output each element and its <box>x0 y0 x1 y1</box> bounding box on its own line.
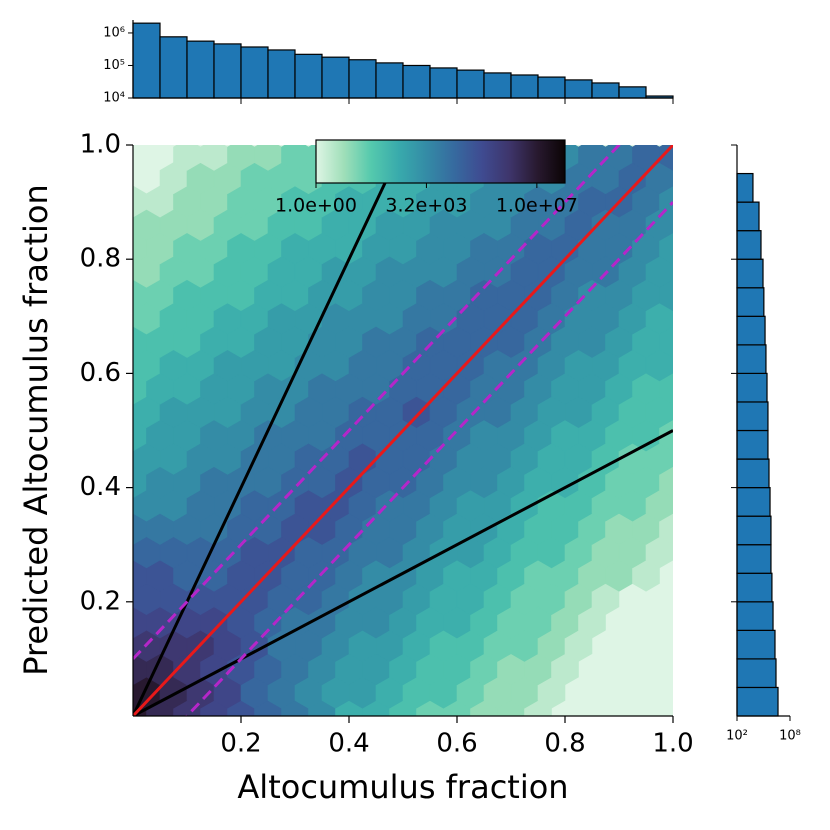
colorbar <box>315 139 566 184</box>
top-hist-y-tick-label: 10⁵ <box>103 58 125 73</box>
top-hist-y-tick-label: 10⁶ <box>103 25 125 40</box>
y-axis-label: Predicted Altocumulus fraction <box>17 184 55 676</box>
top-hist-bar <box>591 82 620 99</box>
y-tick-label: 0.2 <box>80 586 121 616</box>
hexbin-cell <box>659 232 673 265</box>
reference-line <box>133 145 622 660</box>
top-hist-bar <box>510 74 539 99</box>
hexbin-cell <box>659 372 673 405</box>
right-hist-bar <box>736 658 777 689</box>
top-hist-bar <box>213 43 242 99</box>
colorbar-tick-label: 1.0e+07 <box>496 195 578 217</box>
axes: 0.2 0.4 0.6 0.8 1.0 0.2 0.4 0.6 0.8 1.0 1.0e+00 3.2… <box>80 20 801 759</box>
hexbin-cell <box>659 513 673 545</box>
top-hist-bar <box>348 59 377 99</box>
top-hist-bar <box>537 76 566 99</box>
x-tick-label: 0.6 <box>436 729 477 759</box>
x-tick-label: 0.4 <box>328 729 369 759</box>
hexbin-cell <box>659 279 673 312</box>
y-tick-label: 0.8 <box>80 244 121 274</box>
top-hist-bar <box>429 67 458 99</box>
y-tick-label: 1.0 <box>80 130 121 160</box>
top-hist-y-tick-label: 10⁴ <box>103 91 125 106</box>
hexbin-cell <box>659 325 673 358</box>
right-hist-bar <box>736 601 774 631</box>
right-hist-bar <box>736 429 769 460</box>
hexbin-cell <box>659 466 673 499</box>
top-hist-bar <box>159 36 188 99</box>
top-hist-bar <box>618 86 647 99</box>
colorbar-tick-label: 1.0e+00 <box>275 195 357 217</box>
top-hist-bar <box>186 40 215 99</box>
top-hist-bar <box>483 72 512 99</box>
x-axis-label: Altocumulus fraction <box>237 768 568 806</box>
reference-line <box>184 201 673 716</box>
top-hist-bar <box>564 79 593 99</box>
top-hist-bar <box>240 46 269 99</box>
right-hist-bar <box>736 629 776 660</box>
hexbin-cell <box>659 185 673 218</box>
right-hist-bar <box>736 487 771 517</box>
x-tick-label: 1.0 <box>652 729 693 759</box>
reference-line <box>133 145 673 716</box>
right-hist-x-tick-label: 10² <box>726 729 748 744</box>
hexbin-layer <box>133 145 673 716</box>
right-hist-bar <box>736 544 772 574</box>
right-hist-bar <box>736 287 765 317</box>
top-hist-bar <box>402 64 431 99</box>
colorbar-tick-label: 3.2e+03 <box>385 195 467 217</box>
top-hist-bar <box>456 69 485 99</box>
right-hist-bar <box>736 372 768 403</box>
right-hist-bar <box>736 258 764 289</box>
y-tick-label: 0.6 <box>80 358 121 388</box>
top-hist-bar <box>132 22 161 99</box>
top-hist-bar <box>321 56 350 99</box>
x-tick-label: 0.2 <box>220 729 261 759</box>
top-hist-bar <box>267 49 296 99</box>
top-hist-bar <box>294 53 323 99</box>
right-hist-bar <box>736 172 754 203</box>
top-hist-bar <box>375 62 404 99</box>
right-hist-bar <box>736 201 760 232</box>
reference-line <box>133 145 405 716</box>
right-hist-bar <box>736 515 772 546</box>
x-tick-label: 0.8 <box>544 729 585 759</box>
right-hist-bar <box>736 572 773 603</box>
y-tick-label: 0.4 <box>80 472 121 502</box>
right-hist-bar <box>736 315 766 346</box>
right-hist-bar <box>736 230 762 260</box>
reference-lines <box>133 145 673 716</box>
reference-line <box>133 429 673 716</box>
right-hist-bar <box>736 686 779 717</box>
right-hist-bar <box>736 401 769 432</box>
right-hist-bar <box>736 344 767 375</box>
right-hist-x-tick-label: 10⁸ <box>779 729 801 744</box>
hexbin-cell <box>659 145 673 171</box>
right-hist-bar <box>736 458 770 489</box>
